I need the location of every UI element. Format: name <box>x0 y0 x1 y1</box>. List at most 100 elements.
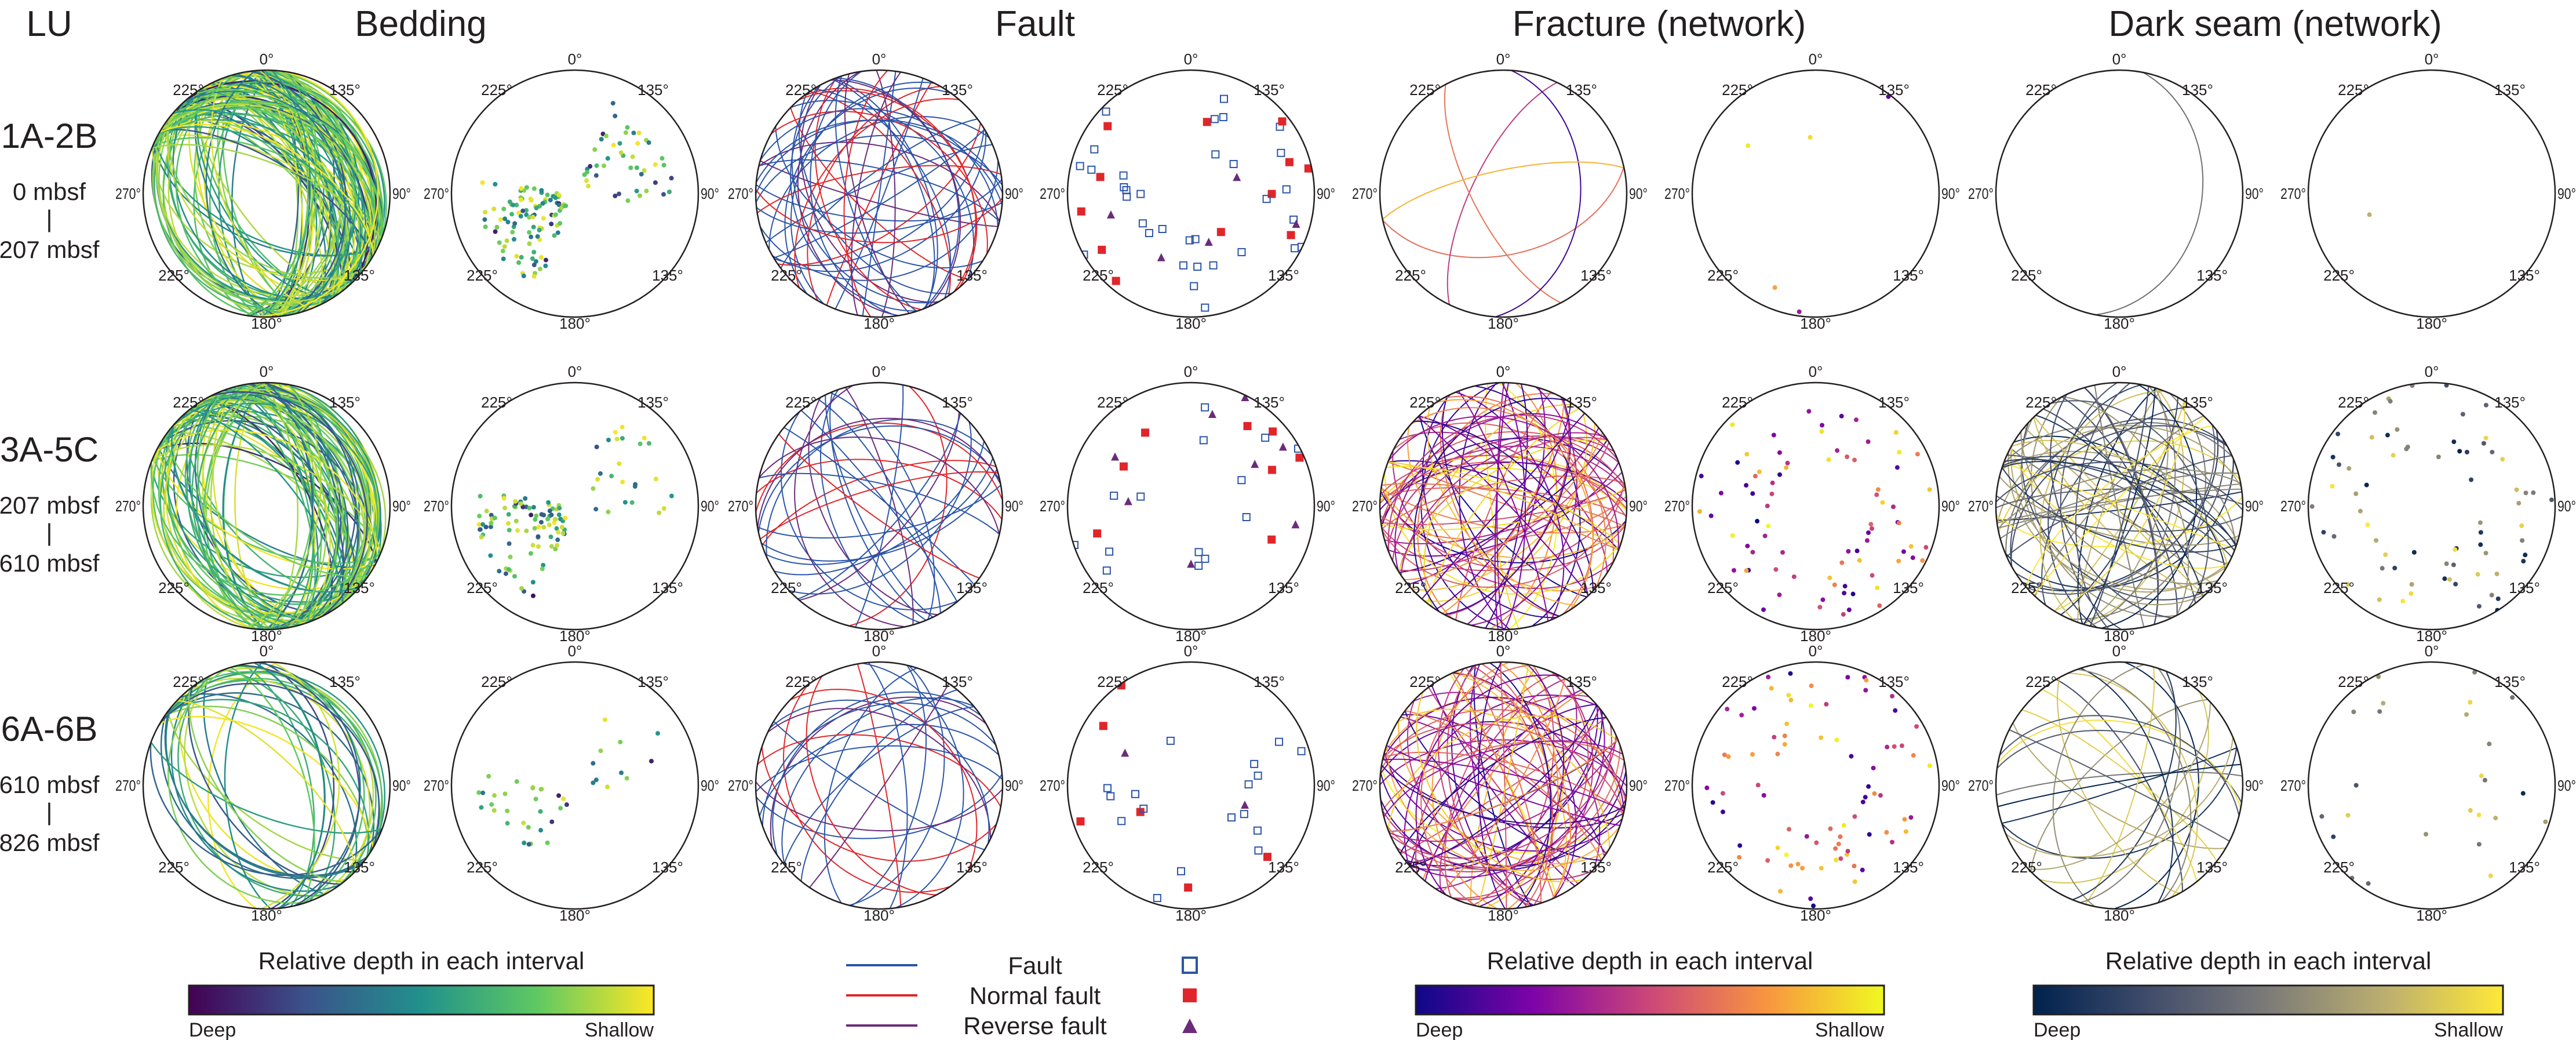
pole-point <box>1902 817 1907 822</box>
pole-point <box>1884 830 1889 835</box>
pole-point <box>1908 544 1914 549</box>
pole-point <box>478 527 483 532</box>
great-circle <box>2080 667 2174 903</box>
stereonet-primitive-circle <box>755 661 1004 910</box>
normal-fault-pole-square <box>1285 158 1294 166</box>
stereonet-primitive-circle <box>2307 381 2556 631</box>
fault-pole-square <box>1227 813 1236 822</box>
azimuth-label-ur: 135° <box>2494 81 2526 99</box>
pole-point <box>1877 603 1882 608</box>
pole-point <box>1890 693 1895 699</box>
great-circle <box>760 108 999 227</box>
pole-point <box>538 519 544 525</box>
pole-point <box>2475 572 2480 577</box>
pole-point <box>2353 491 2359 496</box>
great-circle <box>756 422 1003 512</box>
fault-pole-square <box>1297 747 1306 755</box>
pole-point <box>593 777 599 783</box>
pole-point <box>1755 519 1760 524</box>
great-circle <box>1408 427 1599 586</box>
colorbar-viridis <box>188 984 655 1016</box>
pole-point <box>549 819 555 824</box>
pole-point <box>1875 586 1880 591</box>
azimuth-label-ll: 225° <box>1083 267 1114 284</box>
pole-point <box>2514 487 2519 492</box>
great-circle <box>761 460 997 546</box>
reverse-fault-pole-triangle <box>1208 409 1216 418</box>
pole-point <box>1923 545 1929 550</box>
azimuth-label-ll: 225° <box>158 267 190 284</box>
great-circle <box>791 85 939 304</box>
azimuth-label-lr: 135° <box>1580 859 1612 876</box>
stereonet-primitive-circle <box>755 69 1004 318</box>
great-circle <box>1431 662 1510 909</box>
fault-pole-square <box>1254 846 1263 855</box>
pole-point <box>488 524 493 529</box>
pole-point <box>2549 497 2554 503</box>
great-circle <box>772 691 982 856</box>
pole-point <box>1839 560 1845 565</box>
reverse-fault-pole-triangle <box>1111 452 1120 461</box>
azimuth-label-n: 0° <box>260 642 274 660</box>
azimuth-label-ur: 135° <box>2494 394 2526 411</box>
pole-point <box>1811 903 1816 908</box>
great-circle <box>1442 398 1565 614</box>
azimuth-label-s: 180° <box>1800 907 1831 924</box>
pole-point <box>636 130 642 136</box>
pole-point <box>2520 538 2525 543</box>
normal-fault-pole-square <box>1103 122 1112 130</box>
pole-points <box>2319 670 2548 886</box>
stereonet-primitive-circle <box>755 381 1004 631</box>
azimuth-label-e: 90° <box>2245 497 2264 515</box>
azimuth-label-lr: 135° <box>344 579 375 597</box>
pole-point <box>1769 491 1775 496</box>
great-circle <box>177 700 357 871</box>
pole-point <box>1827 575 1832 580</box>
stereonet-primitive-circle <box>1995 661 2244 910</box>
great-circle-arcs <box>756 70 1003 317</box>
great-circle <box>210 383 273 630</box>
azimuth-label-ur: 135° <box>637 394 669 411</box>
pole-point <box>1845 849 1850 854</box>
pole-point <box>2469 477 2474 482</box>
stereonet-poles: 0° 225° 135° 270° 90° 225° 135° 180° <box>1040 363 1335 645</box>
pole-point <box>564 802 569 808</box>
great-circle <box>780 118 978 269</box>
row-depth-top: 610 mbsf <box>0 771 100 798</box>
azimuth-label-n: 0° <box>2425 363 2439 380</box>
great-circle <box>1465 667 1542 903</box>
azimuth-label-s: 180° <box>2416 907 2447 924</box>
great-circle <box>1380 454 1627 518</box>
great-circle <box>150 743 383 877</box>
stereonet-primitive-circle <box>1066 661 1316 910</box>
pole-point <box>644 188 649 194</box>
azimuth-label-ll: 225° <box>1395 579 1426 597</box>
reverse-fault-pole-triangle <box>1291 520 1300 529</box>
pole-point <box>588 163 593 169</box>
colorbar-low-label: Deep <box>1416 1019 1463 1040</box>
great-circle <box>761 747 997 862</box>
pole-point <box>507 541 512 546</box>
pole-point <box>521 274 526 279</box>
pole-point <box>502 244 507 249</box>
azimuth-label-ll: 225° <box>771 579 802 597</box>
pole-point <box>1868 522 1874 527</box>
pole-point <box>501 206 507 212</box>
row-depth-separator: | <box>46 205 53 232</box>
great-circle <box>2021 709 2218 862</box>
stereonet-great-circles: 0° 225° 135° 270° 90° 225° 135° 180° <box>1352 50 1648 332</box>
fault-pole-square <box>1194 548 1203 557</box>
great-circle <box>152 89 384 243</box>
pole-point <box>476 790 482 795</box>
pole-point <box>528 551 533 556</box>
great-circle <box>2002 460 2238 546</box>
azimuth-label-s: 180° <box>2104 627 2135 645</box>
pole-point <box>535 534 541 539</box>
pole-point <box>488 553 493 558</box>
pole-point <box>1809 683 1814 689</box>
pole-point <box>2476 603 2482 609</box>
pole-point <box>2477 520 2483 525</box>
pole-point <box>584 178 589 183</box>
pole-point <box>483 210 488 215</box>
great-circle <box>265 70 343 317</box>
